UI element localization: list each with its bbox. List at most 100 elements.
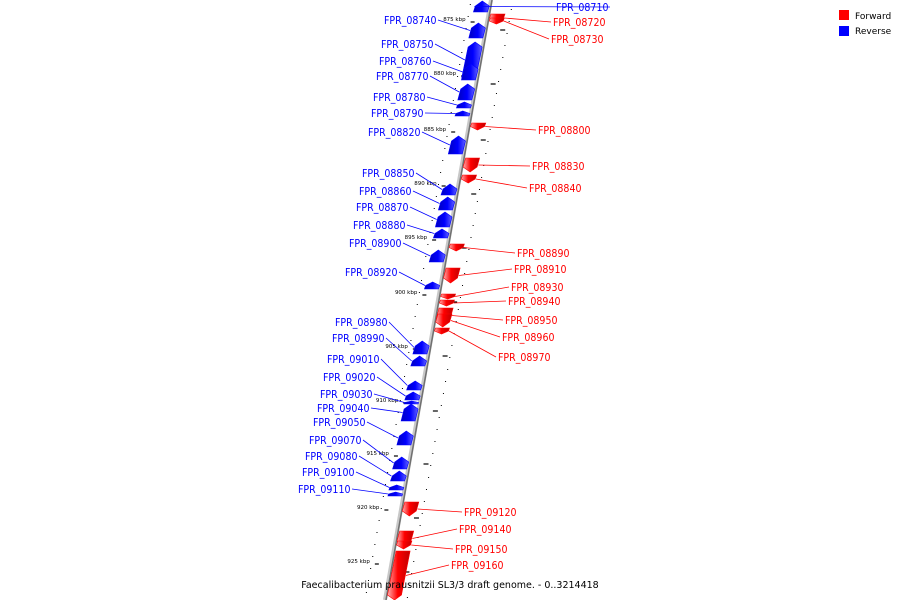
gene-feature-fpr-09020[interactable] [404,391,421,401]
leader-line [434,43,466,61]
gene-label[interactable]: FPR_08990 [332,333,384,345]
leader-line [388,321,415,348]
gene-label[interactable]: FPR_08820 [368,127,420,139]
gene-label[interactable]: FPR_08940 [508,296,560,308]
gene-label[interactable]: FPR_09070 [309,435,361,447]
leader-line [463,247,516,254]
gene-feature-fpr-09010[interactable] [406,380,423,391]
gene-label[interactable]: FPR_08930 [511,282,563,294]
gene-label[interactable]: FPR_09140 [459,524,511,536]
gene-label[interactable]: FPR_08920 [345,267,397,279]
gene-feature-fpr-08980[interactable] [412,340,430,355]
tick-label: 915 kbp [367,451,390,457]
gene-label[interactable]: FPR_09020 [323,372,375,384]
gene-label[interactable]: FPR_09030 [320,389,372,401]
gene-feature-fpr-08900[interactable] [428,249,446,263]
gene-feature-fpr-09110[interactable] [387,491,403,497]
gene-feature-fpr-09150[interactable] [396,540,413,550]
gene-label[interactable]: FPR_08710 [556,2,608,14]
gene-label[interactable]: FPR_08880 [353,220,405,232]
leader-line [450,320,501,338]
gene-label[interactable]: FPR_08970 [498,352,550,364]
gene-label[interactable]: FPR_08960 [502,332,554,344]
leader-line [453,300,507,304]
gene-label[interactable]: FPR_09100 [302,467,354,479]
gene-feature-fpr-08830[interactable] [462,157,480,173]
gene-label[interactable]: FPR_08790 [371,108,423,120]
leader-line [358,455,392,477]
leader-line [355,471,390,488]
leader-line [370,407,403,413]
gene-label[interactable]: FPR_08910 [514,264,566,276]
gene-feature-fpr-08860[interactable] [438,196,456,211]
gene-label[interactable]: FPR_08720 [553,17,605,29]
gene-label[interactable]: FPR_09150 [455,544,507,556]
gene-label[interactable]: FPR_08750 [381,39,433,51]
gene-label[interactable]: FPR_08770 [376,71,428,83]
gene-feature-fpr-08840[interactable] [460,174,478,184]
gene-label[interactable]: FPR_09010 [327,354,379,366]
gene-label[interactable]: FPR_08980 [335,317,387,329]
gene-feature-fpr-08780[interactable] [455,101,472,109]
leader-line [417,508,463,513]
gene-feature-fpr-08870[interactable] [435,211,453,228]
gene-label[interactable]: FPR_09040 [317,403,369,415]
gene-feature-fpr-09070[interactable] [392,456,410,470]
gene-label[interactable]: FPR_08760 [379,56,431,68]
gene-feature-fpr-08730[interactable] [488,17,505,25]
gene-label[interactable]: FPR_08900 [349,238,401,250]
leader-line [426,96,458,106]
gene-feature-fpr-08970[interactable] [434,327,450,335]
gene-label[interactable]: FPR_09110 [298,484,350,496]
gene-feature-fpr-09080[interactable] [390,470,407,482]
gene-feature-fpr-09120[interactable] [401,501,420,517]
tick-label: 890 kbp [414,181,437,187]
gene-feature-fpr-08940[interactable] [439,299,455,307]
gene-feature-fpr-08790[interactable] [454,110,471,117]
gene-label[interactable]: FPR_08800 [538,125,590,137]
leader-line [429,75,460,93]
leader-line [362,439,394,464]
gene-feature-fpr-08930[interactable] [440,293,457,300]
gene-feature-fpr-08920[interactable] [423,281,441,290]
gene-label[interactable]: FPR_08890 [517,248,569,260]
leader-line [373,393,405,403]
gene-feature-fpr-09160[interactable] [387,550,411,600]
leader-line [411,544,454,550]
gene-feature-fpr-08740[interactable] [468,22,486,39]
gene-label[interactable]: FPR_09160 [451,560,503,572]
gene-label[interactable]: FPR_08830 [532,161,584,173]
leader-line [503,20,550,40]
gene-feature-fpr-08770[interactable] [457,83,476,101]
gene-feature-fpr-09040[interactable] [400,403,419,422]
gene-feature-fpr-08890[interactable] [448,243,465,252]
gene-label[interactable]: FPR_08860 [359,186,411,198]
gene-feature-fpr-08990[interactable] [410,355,427,367]
leader-line [421,131,451,146]
gene-label[interactable]: FPR_08870 [356,202,408,214]
gene-feature-fpr-09030[interactable] [403,400,419,405]
gene-label[interactable]: FPR_08850 [362,168,414,180]
gene-feature-fpr-08800[interactable] [470,122,487,131]
gene-feature-fpr-09050[interactable] [396,430,414,446]
gene-label[interactable]: FPR_08740 [384,15,436,27]
gene-feature-fpr-08820[interactable] [447,135,466,155]
leader-line [458,268,513,276]
gene-feature-fpr-08880[interactable] [432,228,450,239]
gene-label[interactable]: FPR_08780 [373,92,425,104]
gene-label[interactable]: FPR_09120 [464,507,516,519]
leader-line [385,337,412,362]
gene-feature-fpr-08960[interactable] [435,313,453,328]
gene-feature-fpr-08760[interactable] [461,63,479,81]
gene-label[interactable]: FPR_08840 [529,183,581,195]
gene-label[interactable]: FPR_08730 [551,34,603,46]
gene-feature-fpr-08910[interactable] [443,267,461,284]
gene-label[interactable]: FPR_08950 [505,315,557,327]
gene-label[interactable]: FPR_09080 [305,451,357,463]
gene-label[interactable]: FPR_09050 [313,417,365,429]
tick-label: 895 kbp [405,235,428,241]
gene-labels: FPR_08710 FPR_08720 FPR_08730 FPR_08740 FPR_… [298,2,608,572]
gene-feature-fpr-09100[interactable] [388,484,405,491]
gene-features [387,0,506,600]
gene-feature-fpr-08850[interactable] [440,183,458,196]
